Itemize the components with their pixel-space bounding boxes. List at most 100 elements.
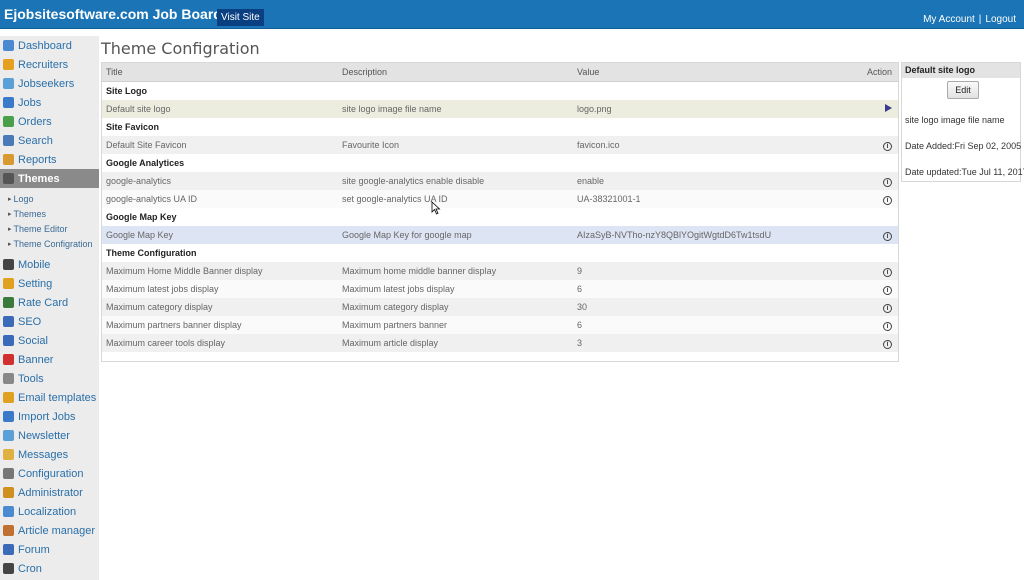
info-icon[interactable]: i bbox=[883, 267, 892, 277]
cell-action[interactable]: i bbox=[883, 140, 892, 151]
sidebar-item-reports[interactable]: Reports bbox=[0, 150, 99, 169]
table-row[interactable]: google-analytics UA ID set google-analyti… bbox=[102, 190, 898, 208]
sidebar-item-label: Mobile bbox=[18, 258, 51, 271]
sidebar-item-newsletter[interactable]: Newsletter bbox=[0, 426, 99, 445]
sidebar-item-setting[interactable]: Setting bbox=[0, 274, 99, 293]
sidebar-item-themes[interactable]: Themes bbox=[0, 169, 99, 188]
info-icon[interactable]: i bbox=[883, 141, 892, 151]
sidebar-item-dashboard[interactable]: Dashboard bbox=[0, 36, 99, 55]
globe-icon bbox=[3, 335, 14, 346]
users-icon bbox=[3, 78, 14, 89]
cell-description: Maximum latest jobs display bbox=[342, 284, 455, 294]
sidebar-item-localization[interactable]: Localization bbox=[0, 502, 99, 521]
cell-value: favicon.ico bbox=[577, 140, 620, 150]
sidebar-item-label: Newsletter bbox=[18, 429, 70, 442]
account-links: My Account | Logout bbox=[923, 14, 1016, 25]
info-icon[interactable]: i bbox=[883, 339, 892, 349]
sidebar-item-search[interactable]: Search bbox=[0, 131, 99, 150]
sidebar-item-label: Email templates bbox=[18, 391, 97, 404]
sidebar-item-label: Banner bbox=[18, 353, 54, 366]
cell-value: 6 bbox=[577, 320, 583, 330]
sidebar-item-rate-card[interactable]: Rate Card bbox=[0, 293, 99, 312]
sidebar-item-tools[interactable]: Tools bbox=[0, 369, 99, 388]
sidebar-item-configuration[interactable]: Configuration bbox=[0, 464, 99, 483]
sidebar-item-recruiters[interactable]: Recruiters bbox=[0, 55, 99, 74]
brand-title: Ejobsitesoftware.com Job Board bbox=[4, 6, 222, 22]
sidebar-item-jobs[interactable]: Jobs bbox=[0, 93, 99, 112]
info-icon[interactable]: i bbox=[883, 231, 892, 241]
cell-action[interactable]: i bbox=[883, 194, 892, 205]
table-row[interactable]: Maximum career tools display Maximum arti… bbox=[102, 334, 898, 352]
sidebar-item-label: Import Jobs bbox=[18, 410, 76, 423]
sidebar-item-label: Configuration bbox=[18, 467, 84, 480]
info-icon[interactable]: i bbox=[883, 285, 892, 295]
cell-action[interactable]: i bbox=[883, 284, 892, 295]
my-account-link[interactable]: My Account bbox=[923, 14, 975, 25]
sidebar-item-email-templates[interactable]: Email templates bbox=[0, 388, 99, 407]
sidebar-item-label: Rate Card bbox=[18, 296, 69, 309]
cell-action[interactable]: i bbox=[883, 230, 892, 241]
selected-arrow-icon[interactable] bbox=[885, 104, 892, 112]
mobile-icon bbox=[3, 259, 14, 270]
config-icon bbox=[3, 468, 14, 479]
themes-icon bbox=[3, 173, 14, 184]
sidebar-item-label: Administrator bbox=[18, 486, 83, 499]
page-title: Theme Configration bbox=[101, 39, 260, 58]
sidebar-item-import-jobs[interactable]: Import Jobs bbox=[0, 407, 99, 426]
sidebar-item-cron[interactable]: Cron bbox=[0, 559, 99, 578]
sidebar-item-forum[interactable]: Forum bbox=[0, 540, 99, 559]
sidebar-item-label: Reports bbox=[18, 153, 57, 166]
submenu-item-theme-configration[interactable]: Theme Configration bbox=[0, 236, 99, 251]
submenu-item-logo[interactable]: Logo bbox=[0, 191, 99, 206]
sidebar-item-label: Localization bbox=[18, 505, 77, 518]
sidebar-item-administrator[interactable]: Administrator bbox=[0, 483, 99, 502]
sidebar-item-article-manager[interactable]: Article manager bbox=[0, 521, 99, 540]
sidebar-item-jobseekers[interactable]: Jobseekers bbox=[0, 74, 99, 93]
cell-action[interactable]: i bbox=[883, 176, 892, 187]
detail-description: site logo image file name bbox=[905, 115, 1005, 125]
cell-action[interactable]: i bbox=[883, 302, 892, 313]
edit-button[interactable]: Edit bbox=[947, 81, 979, 99]
cell-title: Maximum partners banner display bbox=[106, 320, 242, 330]
import-icon bbox=[3, 411, 14, 422]
config-table: Title Description Value Action Site Logo… bbox=[101, 62, 899, 362]
sidebar-item-mobile[interactable]: Mobile bbox=[0, 255, 99, 274]
table-row[interactable]: Google Map Key Google Map Key for google … bbox=[102, 226, 898, 244]
top-bar: Ejobsitesoftware.com Job Board Visit Sit… bbox=[0, 0, 1024, 29]
info-icon[interactable]: i bbox=[883, 195, 892, 205]
cell-action[interactable]: i bbox=[883, 320, 892, 331]
section-title: Site Logo bbox=[106, 86, 147, 96]
submenu-item-themes[interactable]: Themes bbox=[0, 206, 99, 221]
info-icon[interactable]: i bbox=[883, 303, 892, 313]
table-row[interactable]: Maximum partners banner display Maximum p… bbox=[102, 316, 898, 334]
sidebar-item-social[interactable]: Social bbox=[0, 331, 99, 350]
table-row[interactable]: Default site logo site logo image file na… bbox=[102, 100, 898, 118]
sidebar-item-seo[interactable]: SEO bbox=[0, 312, 99, 331]
table-row[interactable]: Maximum latest jobs display Maximum lates… bbox=[102, 280, 898, 298]
sidebar-item-orders[interactable]: Orders bbox=[0, 112, 99, 131]
sidebar-item-messages[interactable]: Messages bbox=[0, 445, 99, 464]
cell-action[interactable]: i bbox=[883, 266, 892, 277]
cell-description: Maximum home middle banner display bbox=[342, 266, 497, 276]
submenu-item-theme-editor[interactable]: Theme Editor bbox=[0, 221, 99, 236]
info-icon[interactable]: i bbox=[883, 321, 892, 331]
detail-date-added: Date Added:Fri Sep 02, 2005 bbox=[905, 141, 1022, 151]
sidebar-item-label: Dashboard bbox=[18, 39, 72, 52]
cell-action[interactable] bbox=[885, 104, 892, 114]
sidebar-item-label: Themes bbox=[18, 172, 60, 185]
cell-action[interactable]: i bbox=[883, 338, 892, 349]
table-row[interactable]: Maximum Home Middle Banner display Maximu… bbox=[102, 262, 898, 280]
messages-icon bbox=[3, 449, 14, 460]
sidebar-item-label: Cron bbox=[18, 562, 42, 575]
orders-icon bbox=[3, 116, 14, 127]
visit-site-button[interactable]: Visit Site bbox=[217, 9, 264, 26]
cell-value: enable bbox=[577, 176, 605, 186]
table-row[interactable]: Maximum category display Maximum category… bbox=[102, 298, 898, 316]
table-row[interactable]: google-analytics site google-analytics en… bbox=[102, 172, 898, 190]
logout-link[interactable]: Logout bbox=[985, 14, 1016, 25]
tools-icon bbox=[3, 373, 14, 384]
info-icon[interactable]: i bbox=[883, 177, 892, 187]
sidebar-item-banner[interactable]: Banner bbox=[0, 350, 99, 369]
table-row[interactable]: Default Site Favicon Favourite Icon favico… bbox=[102, 136, 898, 154]
sidebar-item-label: Recruiters bbox=[18, 58, 69, 71]
